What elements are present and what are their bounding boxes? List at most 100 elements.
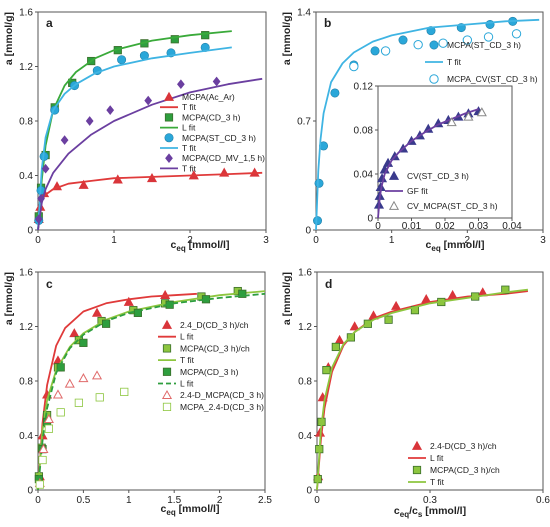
x-axis-label: ceq [mmol/l] (161, 503, 220, 517)
series (313, 285, 510, 484)
legend-marker (162, 402, 172, 412)
legend-marker (429, 40, 439, 50)
data-point (38, 455, 47, 465)
data-point (85, 116, 94, 126)
y-tick-label: 1.4 (297, 8, 311, 19)
legend-label: MCPA(ST_CD_3 h) (447, 40, 521, 50)
legend-label: 2.4-D(CD_3 h)/ch (430, 441, 497, 451)
x-tick-label: 3 (263, 235, 269, 246)
series-line (315, 18, 540, 231)
data-point (483, 32, 494, 42)
data-point (44, 424, 53, 433)
series (315, 18, 540, 231)
y-tick-label: 0 (306, 486, 312, 497)
legend-marker (412, 465, 422, 475)
legend-label: T fit (182, 143, 197, 153)
x-tick-label: 0.03 (469, 221, 489, 232)
data-point (95, 393, 104, 402)
data-point (331, 342, 340, 352)
panel-d: 0 0.4 0.8 1.2 1.6 0 0.3 0.6 d a [mmol/g] ceq/cs [m… (281, 268, 550, 520)
data-point (349, 321, 360, 331)
legend-marker (165, 153, 173, 164)
data-point (43, 413, 54, 424)
x-tick-label: 0 (313, 235, 319, 246)
series (313, 287, 488, 481)
x-tick-label: 1.5 (167, 495, 181, 506)
legend-marker (163, 91, 175, 101)
y-axis-label: a [mmol/g] (281, 272, 293, 325)
series-line (377, 108, 479, 219)
y-tick-label: 0.4 (19, 171, 33, 182)
legend-label: MCPA(ST_CD_3 h) (182, 133, 256, 143)
panel-letter: c (46, 277, 53, 291)
series-line (316, 288, 529, 491)
data-point (330, 88, 340, 98)
data-point (102, 319, 111, 328)
data-point (177, 79, 185, 90)
panel-letter: b (324, 16, 331, 30)
data-point (123, 296, 134, 306)
y-tick-label: 0 (27, 226, 33, 237)
x-axis-label: ceq [mmol/l] (171, 239, 230, 253)
y-tick-label: 0 (27, 486, 33, 497)
data-point (334, 334, 345, 344)
panel-c: 0 0.4 0.8 1.2 1.6 0 0.5 1 1.5 2 2.5 c a [mmol/g] ceq … (3, 268, 272, 518)
x-axis-label: ceq/cs [mmol/l] (394, 505, 466, 519)
data-point (117, 55, 127, 65)
legend-label: T fit (430, 477, 445, 487)
data-point (380, 46, 391, 56)
y-tick-label: 1.2 (19, 62, 33, 73)
series (316, 290, 529, 491)
series (446, 107, 487, 127)
series-line (37, 77, 263, 231)
data-point (69, 328, 80, 338)
legend-label: L fit (180, 379, 194, 389)
legend-label: MCPA(Ac_Ar) (182, 92, 235, 102)
x-tick-label: 2.5 (258, 495, 272, 506)
y-tick-label: 1.6 (298, 268, 312, 279)
legend-label: T fit (182, 163, 197, 173)
series (377, 108, 479, 219)
legend-label: 2.4_D(CD_3 h)/ch (180, 320, 249, 330)
series (37, 290, 266, 491)
legend-marker (161, 319, 173, 329)
legend-label: T fit (447, 57, 462, 67)
y-tick-label: 0.8 (19, 117, 33, 128)
x-tick-label: 0.6 (536, 495, 550, 506)
y-tick-label: 0.8 (298, 377, 312, 388)
panel-b-inset: 0 0.04 0.08 0.12 0 0.01 0.02 0.03 0.04 CV(ST_CD_3… (354, 82, 523, 233)
y-tick-label: 0.8 (19, 377, 33, 388)
data-point (56, 408, 65, 417)
series-line (37, 30, 232, 231)
data-point (370, 46, 380, 56)
y-tick-label: 0 (305, 226, 311, 237)
panel-letter: d (325, 277, 332, 291)
x-tick-label: 0 (35, 495, 41, 506)
series (35, 387, 129, 489)
data-point (398, 35, 408, 45)
x-axis-label: ceq [mmol/l] (426, 239, 485, 253)
data-point (78, 373, 89, 383)
x-tick-label: 0.5 (76, 495, 90, 506)
series (37, 30, 232, 231)
y-tick-label: 1.2 (298, 322, 312, 333)
data-point (413, 40, 423, 50)
data-point (64, 378, 75, 388)
y-tick-label: 1.6 (19, 8, 33, 19)
y-axis-label: a [mmol/g] (3, 12, 15, 65)
y-axis-label: a [mmol/g] (281, 12, 293, 65)
legend-marker (161, 389, 173, 400)
legend-label: GF fit (407, 186, 428, 196)
x-tick-label: 1 (389, 235, 395, 246)
data-point (91, 370, 103, 380)
x-tick-label: 0.01 (402, 221, 422, 232)
x-tick-label: 0 (35, 235, 41, 246)
data-point (201, 31, 210, 40)
series-line (316, 290, 529, 491)
y-tick-label: 0.7 (297, 117, 311, 128)
panel-letter: a (46, 16, 53, 30)
y-tick-label: 0 (367, 214, 373, 225)
y-tick-label: 0.12 (354, 82, 374, 93)
